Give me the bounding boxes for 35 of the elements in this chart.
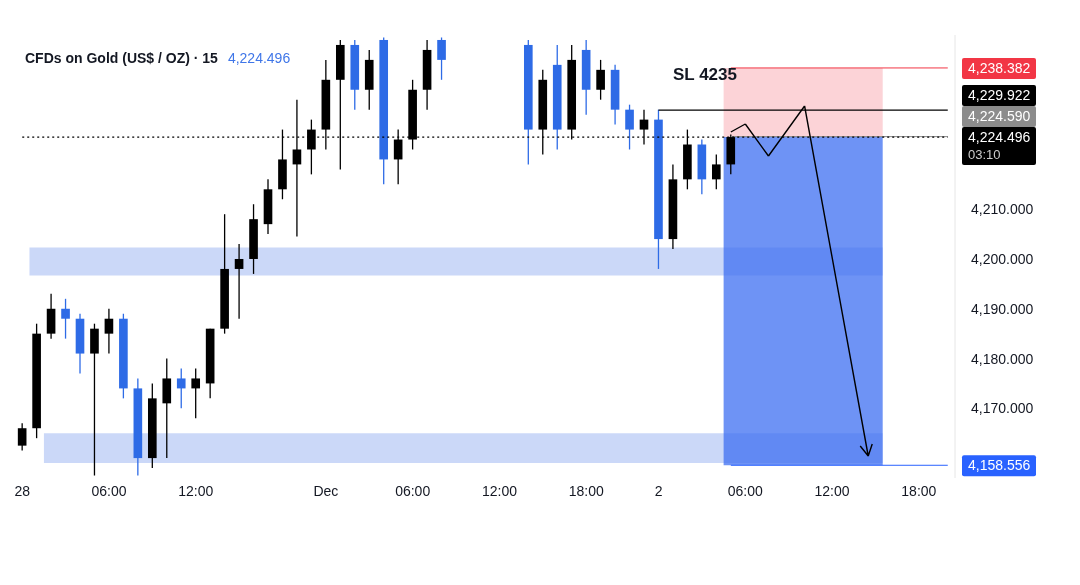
ref-line-label: 4,224.590 xyxy=(968,108,1031,125)
ref-line-label: 4,229.922 xyxy=(968,87,1031,104)
candlestick xyxy=(437,36,446,81)
y-tick-label: 4,200.000 xyxy=(971,250,1034,267)
y-tick-label: 4,180.000 xyxy=(971,350,1034,367)
x-tick-label: 12:00 xyxy=(481,482,518,499)
candlestick xyxy=(17,422,27,452)
y-tick-label: 4,210.000 xyxy=(971,201,1034,218)
x-tick-label: 28 xyxy=(14,482,31,499)
y-tick-label: 4,170.000 xyxy=(971,400,1034,417)
ref-line-label: 4,224.496 xyxy=(968,129,1031,146)
candlestick xyxy=(711,153,721,190)
candlestick xyxy=(61,298,70,340)
ref-line-label: 4,238.382 xyxy=(968,59,1031,76)
candlestick xyxy=(176,367,186,409)
x-tick-label: Dec xyxy=(313,482,339,499)
candlestick xyxy=(625,104,634,151)
text: 03:10 xyxy=(968,147,1001,163)
x-tick-label: 12:00 xyxy=(178,482,214,499)
y-tick-label: 4,190.000 xyxy=(971,300,1034,317)
candlestick xyxy=(104,308,114,355)
text: CFDs on Gold (US$ / OZ) · 15 xyxy=(25,50,218,66)
ref-line-label: 4,158.556 xyxy=(968,457,1031,474)
x-tick-label: 06:00 xyxy=(91,482,127,499)
x-tick-label: 06:00 xyxy=(727,482,764,499)
x-tick-label: 18:00 xyxy=(901,482,937,499)
x-tick-label: 18:00 xyxy=(568,482,604,499)
candlestick xyxy=(234,243,244,320)
annotation: SL 4235 xyxy=(673,65,737,84)
x-tick-label: 2 xyxy=(654,482,663,499)
candlestick xyxy=(596,59,605,101)
candlestick xyxy=(191,367,201,419)
text: 4,224.496 xyxy=(227,50,291,66)
x-tick-label: 12:00 xyxy=(814,482,850,499)
x-tick-label: 06:00 xyxy=(395,482,431,499)
